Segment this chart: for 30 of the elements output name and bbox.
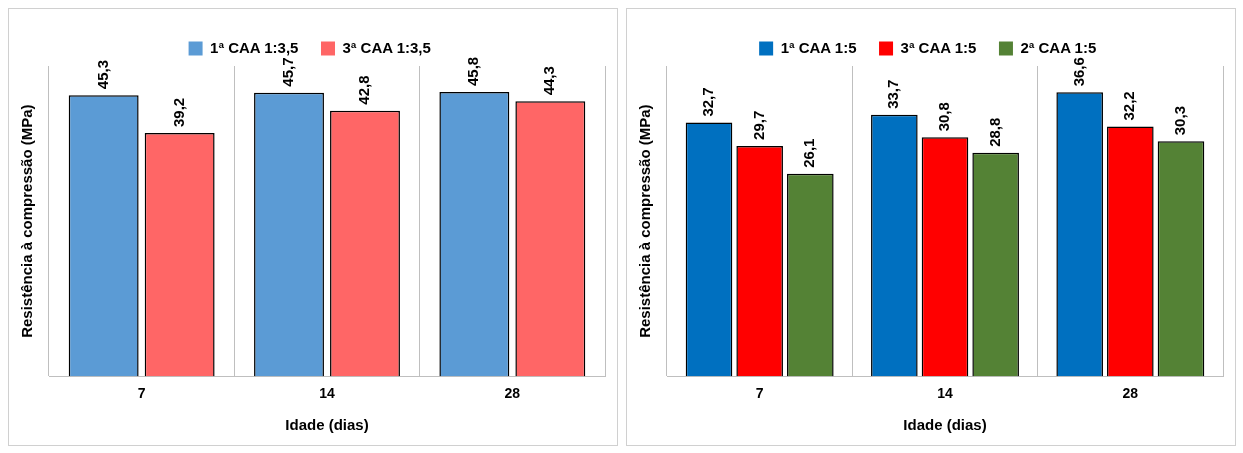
legend-label: 3ª CAA 1:3,5: [342, 38, 431, 56]
data-label: 29,7: [749, 110, 767, 140]
data-label: 39,2: [169, 97, 187, 127]
legend-label: 1ª CAA 1:3,5: [210, 38, 299, 56]
x-tick-label: 14: [937, 385, 953, 402]
legend-label: 3ª CAA 1:5: [900, 38, 977, 56]
x-tick-label: 28: [504, 385, 521, 402]
data-label: 32,7: [699, 87, 717, 117]
x-tick-label: 14: [319, 385, 335, 402]
data-label: 26,1: [800, 138, 818, 168]
x-axis-title: Idade (dias): [903, 416, 987, 434]
y-axis-title: Resistência à compressão (MPa): [18, 104, 36, 338]
data-label: 33,7: [884, 79, 902, 109]
data-label: 45,3: [93, 59, 111, 90]
x-tick-label: 7: [137, 385, 146, 402]
data-label: 45,8: [464, 56, 482, 87]
data-label: 30,8: [935, 102, 953, 132]
y-axis-title: Resistência à compressão (MPa): [636, 104, 654, 338]
legend-label: 1ª CAA 1:5: [780, 38, 857, 56]
x-axis-title: Idade (dias): [285, 416, 369, 434]
data-label: 32,2: [1120, 91, 1138, 121]
data-label: 30,3: [1171, 106, 1189, 136]
legend-label: 2ª CAA 1:5: [1020, 38, 1097, 56]
data-label: 28,8: [985, 117, 1003, 147]
x-tick-label: 7: [755, 385, 764, 402]
data-label: 44,3: [540, 66, 558, 96]
x-tick-label: 28: [1122, 385, 1139, 402]
data-label: 42,8: [355, 75, 373, 105]
data-label: 36,6: [1069, 57, 1087, 87]
data-label: 45,7: [279, 57, 297, 87]
